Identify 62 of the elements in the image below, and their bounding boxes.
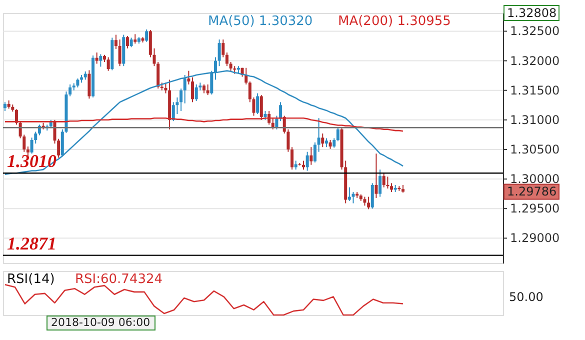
candlestick: [310, 146, 313, 166]
candlestick: [145, 28, 148, 42]
candlestick: [218, 38, 221, 67]
y-tick-label: 1.30500: [510, 142, 560, 156]
candlestick: [313, 142, 316, 163]
y-tick-label: 1.32500: [510, 24, 560, 38]
candlestick: [370, 182, 374, 210]
candlestick: [306, 151, 309, 172]
ref-line-label: 1.2871: [7, 233, 56, 254]
candlestick: [88, 70, 91, 100]
candlestick: [252, 96, 256, 116]
candlestick: [336, 127, 340, 142]
candlestick: [148, 30, 152, 58]
text: 1.32808: [507, 6, 557, 20]
candlestick: [191, 76, 194, 103]
candlestick: [290, 146, 294, 170]
candlestick: [118, 38, 122, 67]
y-tick-label: 1.31500: [510, 83, 560, 98]
candlestick: [382, 172, 386, 188]
candlestick: [68, 84, 72, 97]
chart-title: RSI(14): [7, 272, 55, 287]
y-tick-label: 1.30000: [510, 172, 560, 186]
ref-line-label: 1.3010: [7, 151, 56, 172]
candlestick: [206, 84, 210, 96]
candlestick: [114, 34, 118, 50]
text: MA(200) 1.30955: [338, 14, 451, 29]
y-tick-label: 1.29500: [510, 202, 560, 216]
candlestick: [187, 70, 190, 85]
candlestick: [183, 74, 186, 104]
text: 1.29786: [507, 184, 557, 199]
text: 50.00: [509, 290, 544, 304]
candlestick: [260, 94, 263, 120]
candlestick: [367, 196, 370, 210]
candlestick: [256, 92, 260, 114]
candlestick: [317, 118, 320, 152]
candlestick: [332, 138, 336, 148]
candlestick: [134, 34, 137, 44]
candlestick: [225, 52, 228, 67]
text: 2018-10-09 06:00: [51, 316, 150, 329]
candlestick: [126, 35, 129, 49]
candlestick: [321, 133, 324, 148]
candlestick: [106, 56, 110, 72]
candlestick: [172, 102, 175, 122]
candlestick: [378, 169, 382, 198]
y-tick-label: 1.32000: [510, 54, 560, 68]
candlestick: [194, 84, 198, 102]
candlestick: [95, 52, 98, 64]
candlestick: [99, 54, 102, 68]
candlestick: [248, 80, 252, 103]
candlestick: [130, 37, 133, 48]
y-tick-label: 1.31000: [510, 112, 560, 127]
candlestick: [271, 118, 274, 130]
candlestick: [279, 102, 282, 122]
y-tick-label: 1.29000: [510, 231, 560, 246]
candlestick: [180, 88, 183, 112]
series-label: RSI:60.74324: [75, 272, 163, 287]
candlestick: [374, 153, 378, 198]
text: MA(50) 1.30320: [208, 14, 313, 29]
candlestick: [352, 192, 355, 204]
candlestick: [164, 82, 168, 94]
candlestick: [275, 115, 278, 130]
candlestick: [222, 38, 225, 58]
